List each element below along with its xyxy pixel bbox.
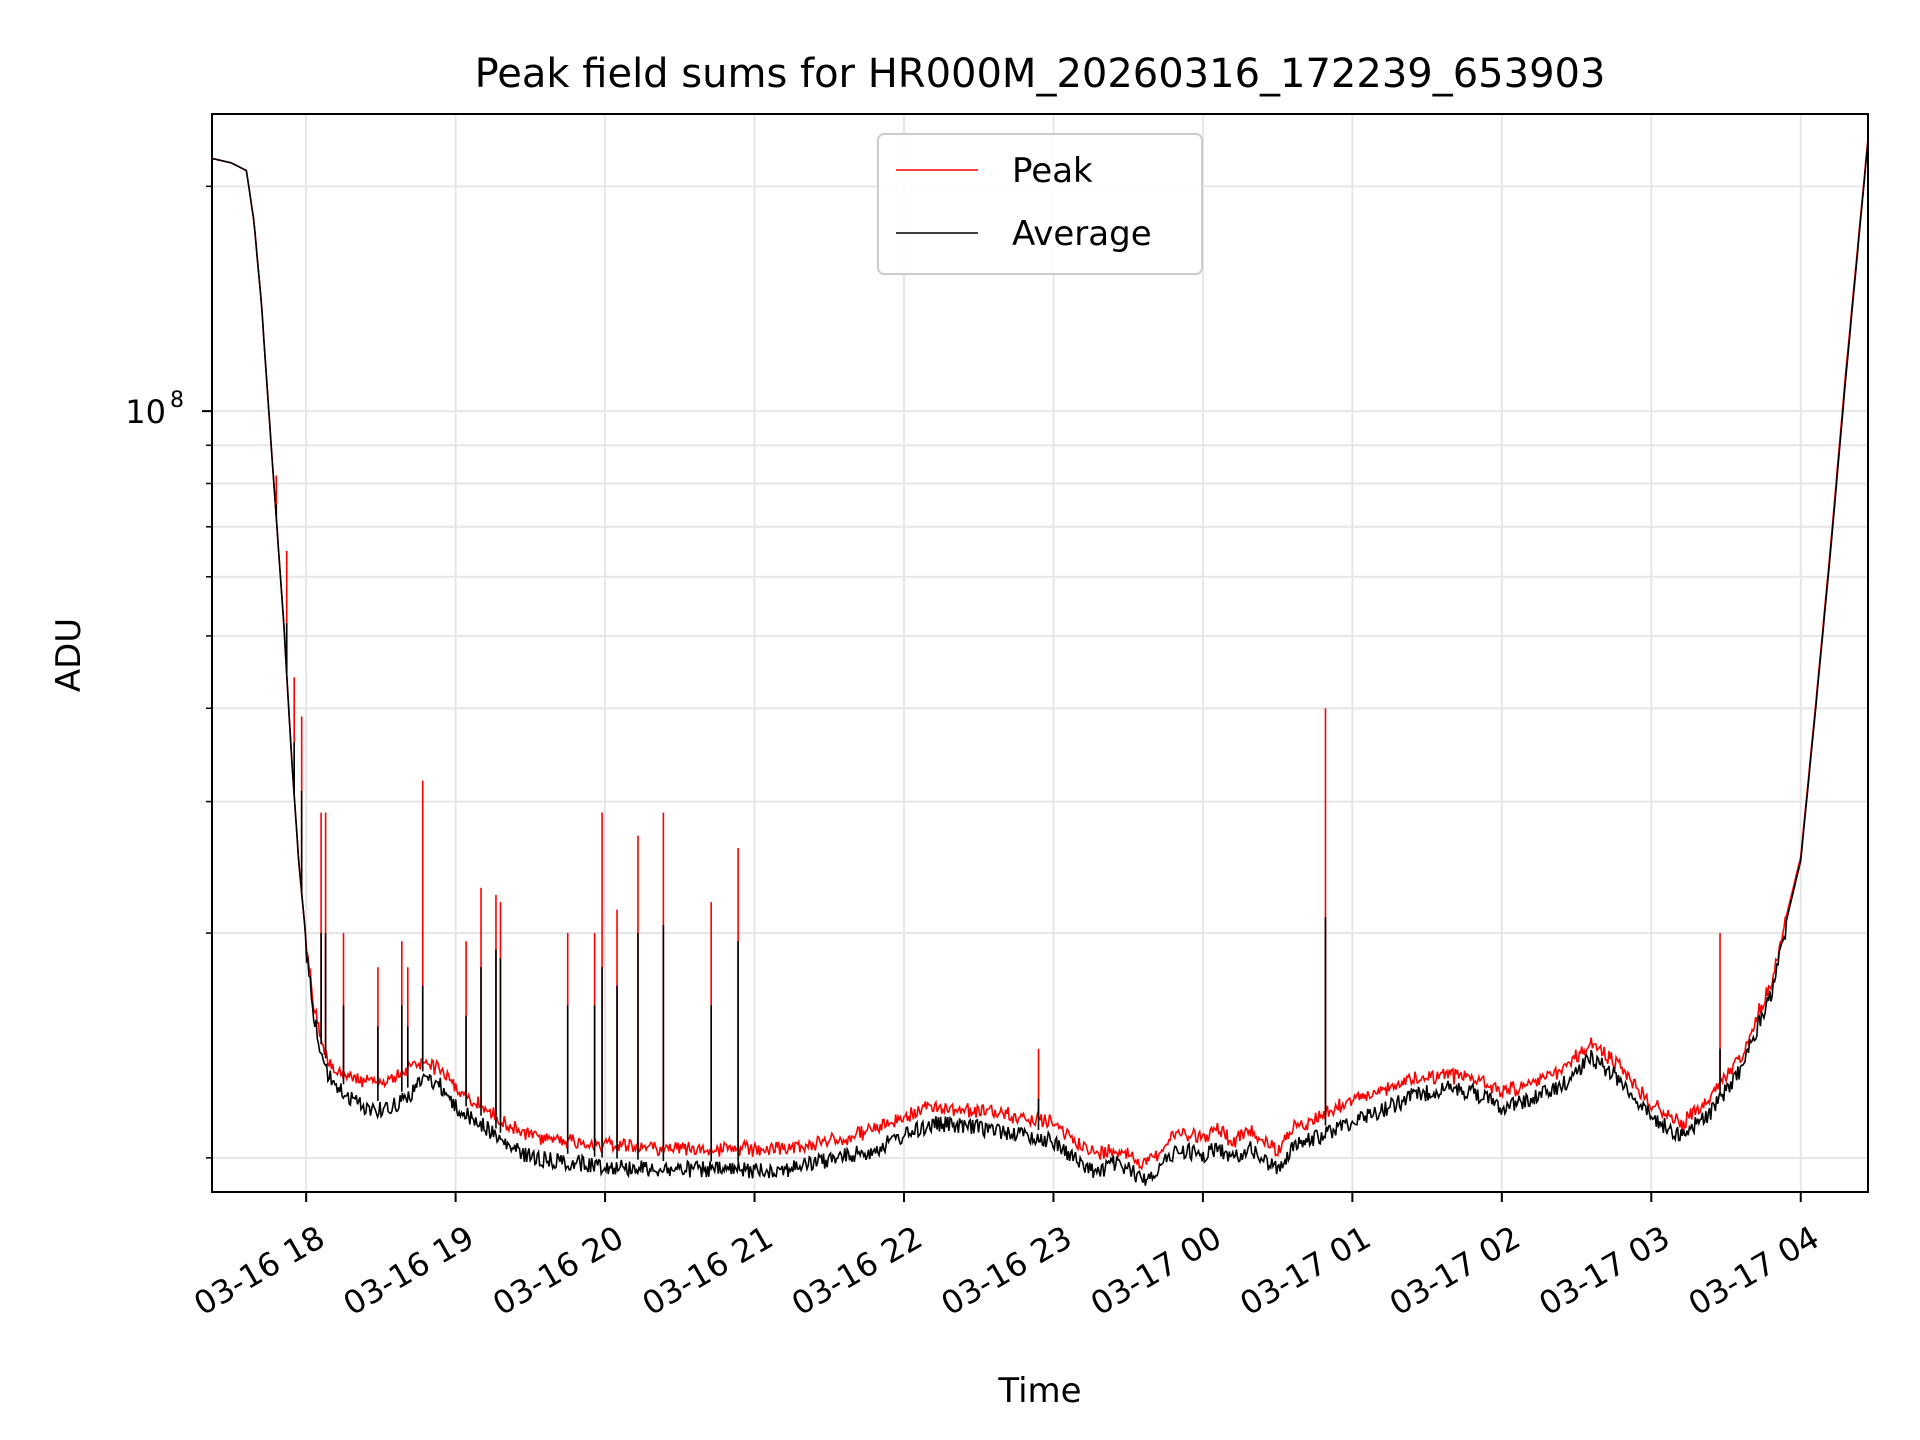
plot-area — [212, 138, 1868, 1186]
legend-box — [877, 133, 1203, 275]
legend: Peak Average — [877, 133, 1203, 275]
y-axis-label: ADU — [49, 618, 89, 692]
chart-title: Peak field sums for HR000M_20260316_1722… — [475, 51, 1606, 97]
series-line-average — [212, 140, 1868, 1186]
legend-average-label: Average — [1012, 214, 1152, 254]
x-axis-label: Time — [997, 1371, 1081, 1411]
plot-frame — [211, 113, 1869, 1193]
series-line-peak — [212, 138, 1868, 1171]
legend-peak-label: Peak — [1012, 151, 1093, 191]
y-tick-label-exponent: 8 — [170, 388, 184, 413]
grid — [212, 114, 1868, 1192]
y-tick-label: 10 — [125, 393, 166, 431]
y-axis: 10 8 — [125, 185, 212, 1159]
